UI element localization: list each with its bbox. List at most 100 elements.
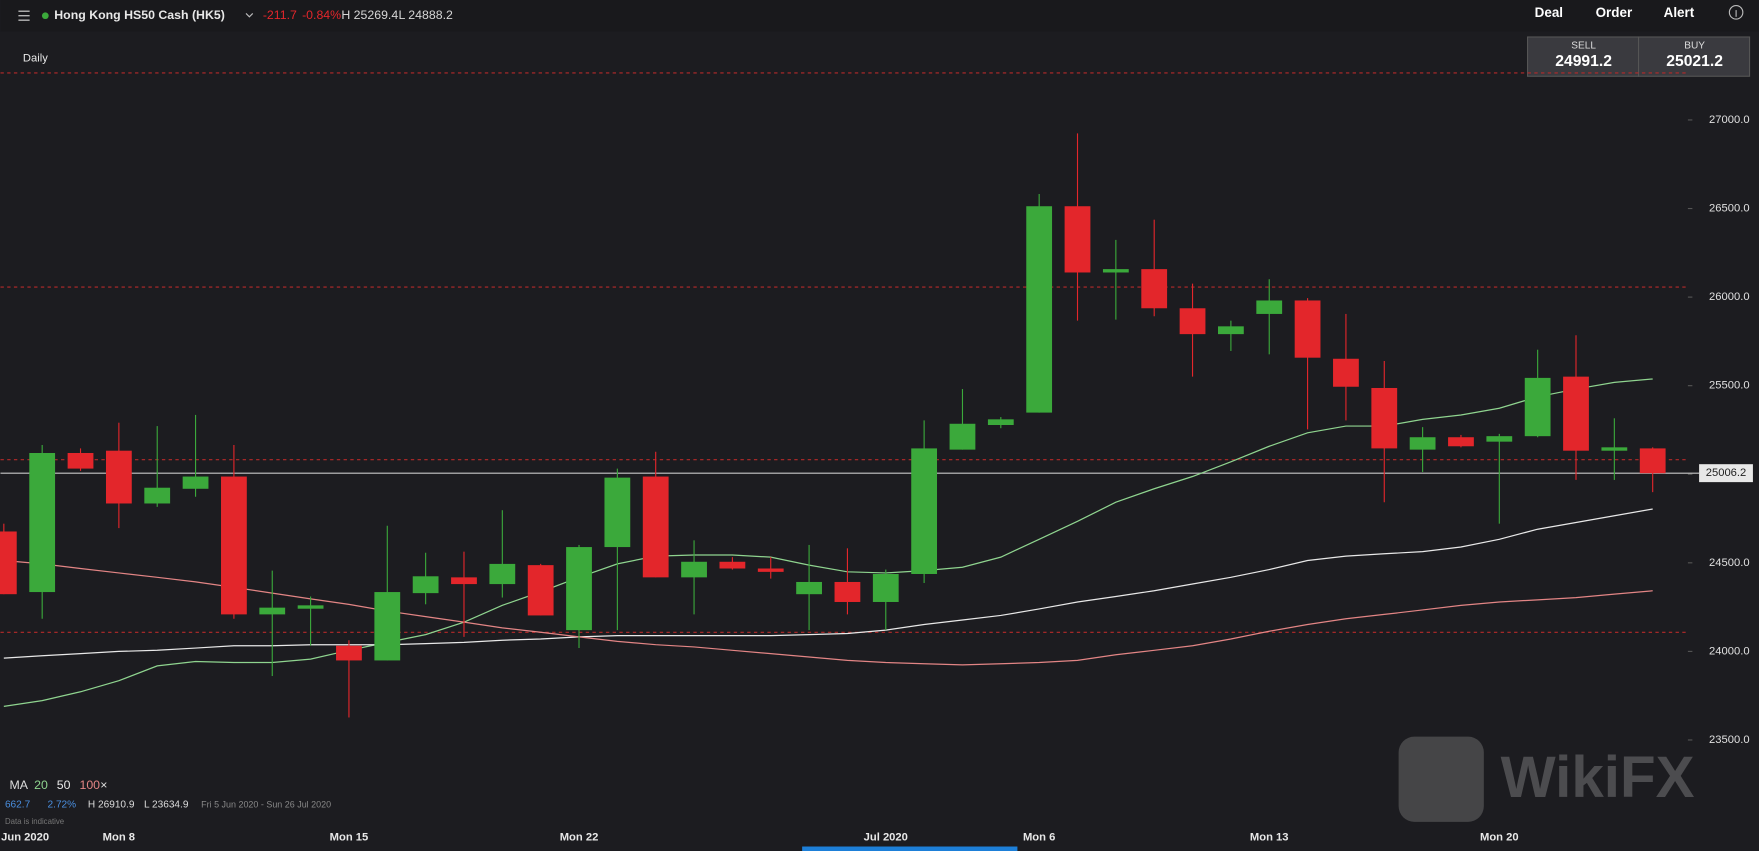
legend-entry[interactable]: 100 [79,778,100,792]
y-tick-label: 26500.0 [1709,203,1749,215]
candle-body [757,568,784,572]
ma-close[interactable]: × [100,778,107,792]
candle-body [489,563,516,585]
legend-entry[interactable]: 50 [57,778,71,792]
candle-body [1256,300,1283,314]
candle-body [67,452,94,469]
x-tick-label: Jun 2020 [1,832,49,844]
x-tick-label: Mon 13 [1250,832,1289,844]
range: 662.7 [5,800,31,811]
y-tick-label: 25500.0 [1709,380,1749,392]
x-tick-label: Mon 8 [103,832,135,844]
ma-line [3,508,1653,659]
x-tick-label: Mon 15 [330,832,369,844]
candle-body [1601,447,1628,451]
dropdown-arrow[interactable] [245,13,254,18]
candle-body [911,448,938,574]
sell-price: 24991.2 [1555,53,1612,70]
buy-button[interactable] [1638,36,1751,77]
candle-body [221,476,247,615]
candle-body [796,581,822,595]
last-price-label: 25006.2 [1706,467,1747,479]
candle-body [1026,206,1053,413]
candle-body [1102,269,1129,273]
candle-body [719,561,746,569]
x-tick-label: Mon 6 [1023,832,1055,844]
y-tick-label: 23500.0 [1709,734,1749,746]
legend-entry[interactable]: 20 [34,778,48,792]
candle-body [412,576,439,594]
candle-body [1563,376,1589,451]
session-low: L 24888.2 [399,8,454,22]
y-tick-label: 24000.0 [1709,645,1749,657]
instrument-name[interactable]: Hong Kong HS50 Cash (HK5) [54,8,225,22]
x-tick-label: Mon 22 [560,832,599,844]
candle-body [1409,437,1436,450]
candle-body [451,577,477,585]
y-tick-label: 27000.0 [1709,114,1749,126]
range-high: H 26910.9 [88,800,135,811]
nav-deal[interactable]: Deal [1535,5,1563,20]
candle-body [0,531,17,595]
watermark: WikiFX [1398,736,1695,822]
candle-body [336,645,362,661]
x-tick-label: Mon 20 [1480,832,1519,844]
candle-body [182,476,209,489]
candle-body [987,419,1014,426]
info-icon[interactable] [1728,5,1744,20]
watermark-text: WikiFX [1501,745,1695,810]
candle-body [642,476,669,578]
sell-label: SELL [1571,41,1596,52]
change-pct: -0.84% [302,8,341,22]
ma-legend: 20 50 100 [34,778,100,792]
candle-body [834,581,861,602]
nav-alert[interactable]: Alert [1664,5,1695,20]
candle-body [259,607,286,615]
status-dot [41,12,49,20]
session-high: H 25269.4 [341,8,398,22]
candle-body [1217,326,1244,335]
scroll-bar[interactable] [802,846,1018,851]
level-lines [0,72,1688,633]
top-bar [0,0,1759,32]
candle-body [1486,436,1513,442]
plot: 23500.024000.024500.025000.025500.026000… [0,114,1753,746]
candle-body [29,452,56,593]
range-pct: 2.72% [48,800,77,811]
watermark-logo [1398,736,1484,822]
period-label[interactable]: Daily [23,52,48,64]
candle-body [1448,437,1474,447]
menu-icon[interactable] [18,10,30,21]
candle-body [949,423,976,450]
candle-body [527,565,554,616]
nav-order[interactable]: Order [1596,5,1633,20]
candle-body [681,561,707,578]
x-axis: Jun 2020 Mon 8 Mon 15 Mon 22 Jul 2020 Mon 6 Mo… [1,832,1518,844]
deal-ticket: SELL 24991.2 BUY 25021.2 [1527,36,1751,77]
candle-body [374,592,401,661]
buy-label: BUY [1684,41,1705,52]
candle-body [1179,308,1206,335]
disclaimer: Data is indicative [5,817,64,826]
y-tick-label: 26000.0 [1709,291,1749,303]
candle-body [872,573,899,602]
candle-body [1371,387,1398,449]
candle-body [105,450,132,504]
range-low: L 23634.9 [144,800,189,811]
ma-label: MA [9,778,28,792]
candle-body [1524,377,1551,437]
change: -211.7 [263,8,297,22]
candle-body [1333,358,1359,387]
candle-body [1294,300,1321,358]
sell-button[interactable] [1527,36,1640,77]
candle-body [604,477,631,548]
candle-body [297,605,324,609]
candle-body [1141,269,1168,309]
y-tick-label: 24500.0 [1709,557,1749,569]
candle-body [1064,206,1091,273]
candle-body [144,487,171,504]
last-price-tag [1699,464,1753,483]
